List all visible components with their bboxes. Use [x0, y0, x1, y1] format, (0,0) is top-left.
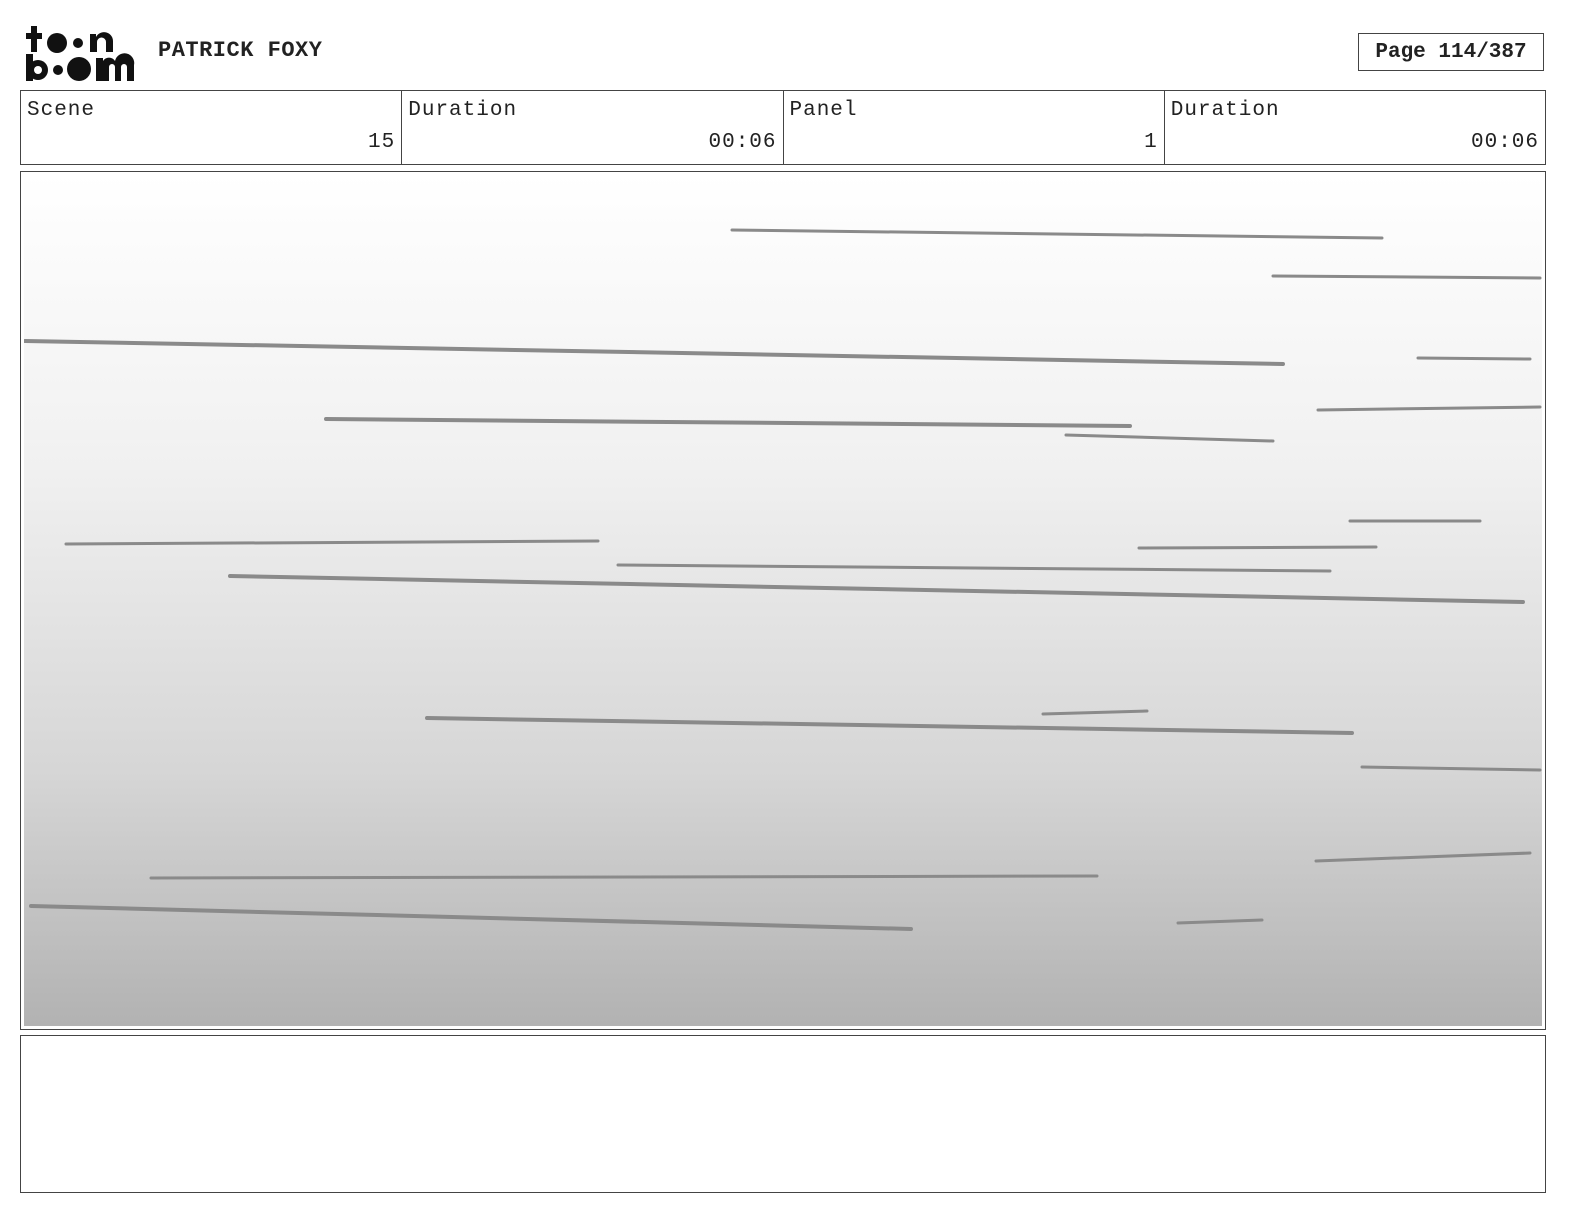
speed-line	[64, 539, 600, 546]
speed-lines-drawing	[24, 228, 1542, 931]
storyboard-panel	[20, 171, 1546, 1030]
speed-line	[149, 874, 1099, 880]
scene-duration-value: 00:06	[708, 131, 777, 154]
speed-line	[730, 228, 1384, 240]
scene-duration-label: Duration	[408, 99, 518, 122]
panel-label: Panel	[789, 99, 858, 122]
speed-line	[1314, 851, 1532, 863]
speed-line	[228, 574, 1525, 604]
toon-boom-logo	[24, 24, 136, 84]
speed-line	[425, 716, 1354, 735]
speed-line	[1416, 356, 1532, 361]
speed-line	[29, 904, 913, 931]
speed-line	[24, 339, 1285, 366]
panel-cell: Panel 1	[784, 91, 1165, 164]
panel-duration-value: 00:06	[1470, 131, 1539, 154]
project-title: PATRICK FOXY	[158, 38, 323, 63]
scene-cell: Scene 15	[21, 91, 403, 164]
scene-value: 15	[368, 131, 396, 154]
speed-line	[1360, 765, 1542, 772]
speed-line	[1176, 918, 1264, 925]
page-indicator: Page 114/387	[1358, 33, 1544, 71]
speed-line	[1271, 274, 1542, 280]
panel-duration-cell: Duration 00:06	[1165, 91, 1545, 164]
speed-line	[324, 417, 1132, 428]
panel-duration-label: Duration	[1170, 99, 1280, 122]
scene-duration-cell: Duration 00:06	[402, 91, 784, 164]
panel-info-table: Scene 15 Duration 00:06 Panel 1 Duration…	[20, 90, 1546, 165]
speed-line	[616, 563, 1332, 573]
panel-value: 1	[1144, 131, 1158, 154]
speed-line	[1041, 709, 1149, 716]
scene-label: Scene	[27, 99, 96, 122]
panel-artwork	[24, 174, 1542, 1026]
speed-line	[1137, 545, 1378, 550]
panel-notes-box	[20, 1035, 1546, 1193]
speed-line	[1316, 405, 1542, 412]
speed-line	[1064, 433, 1275, 443]
